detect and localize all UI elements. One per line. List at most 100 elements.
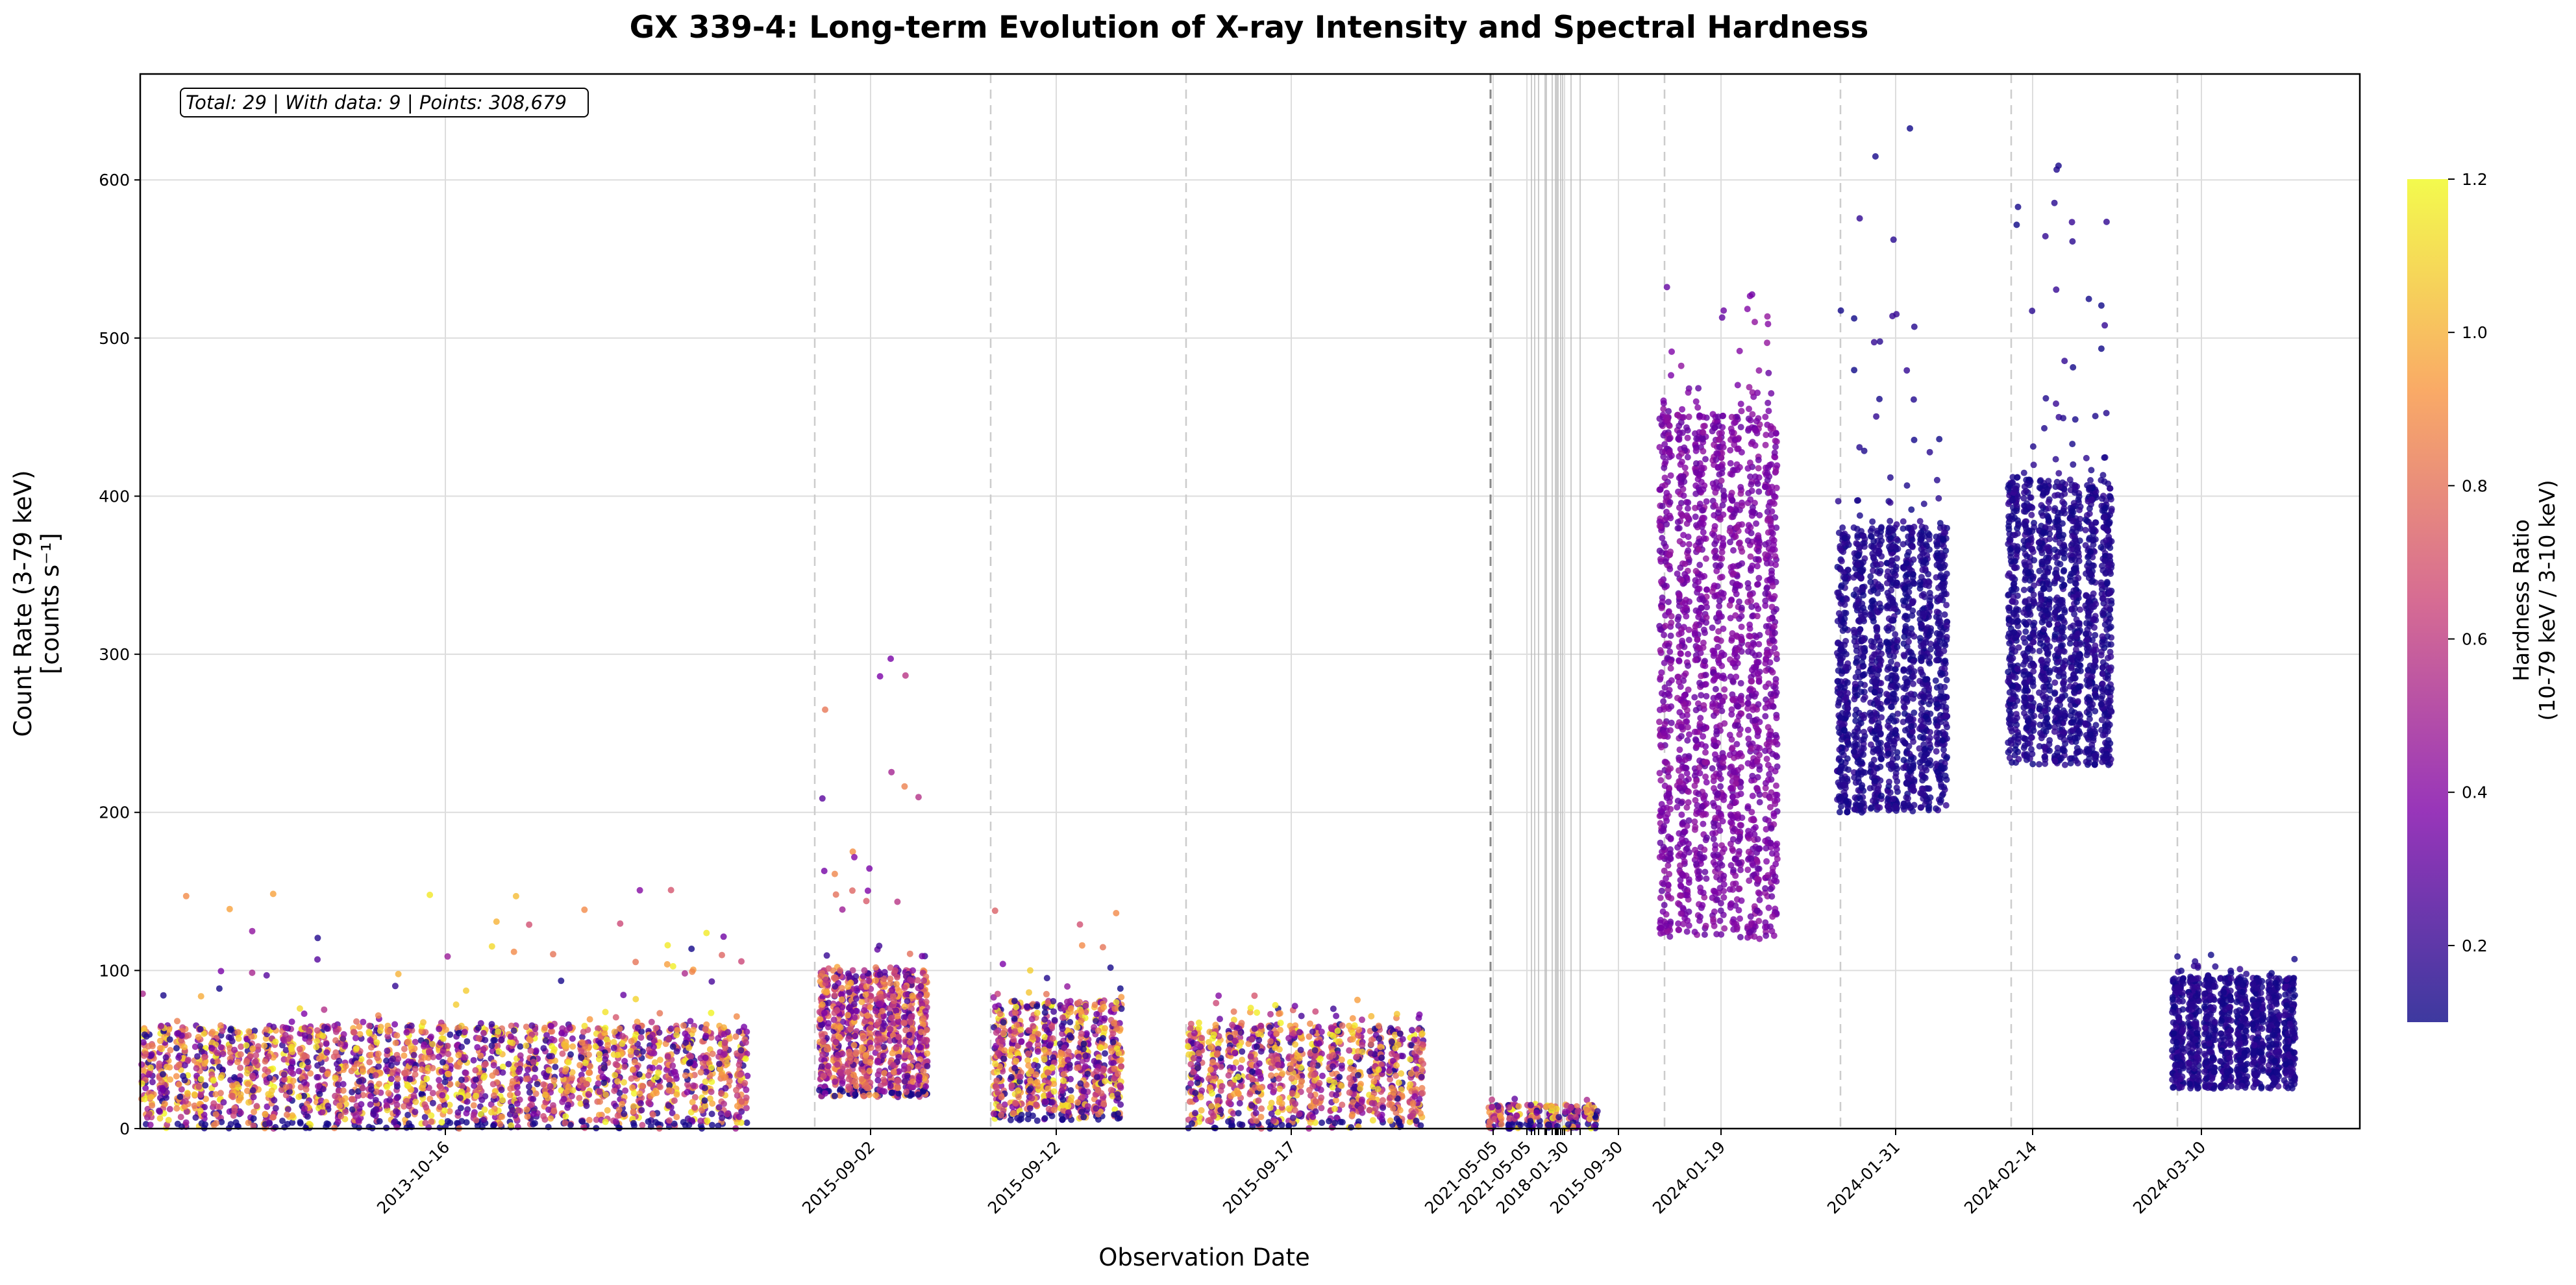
data-point xyxy=(261,1042,268,1049)
data-point xyxy=(139,990,146,997)
data-point xyxy=(617,920,624,927)
data-point xyxy=(1041,1098,1048,1105)
data-point xyxy=(314,935,321,942)
data-point xyxy=(386,1027,393,1034)
data-point xyxy=(636,887,643,894)
data-point xyxy=(682,1072,689,1079)
data-point xyxy=(406,1075,414,1083)
data-point xyxy=(708,1110,715,1118)
data-point xyxy=(178,1036,185,1044)
data-point xyxy=(1247,1053,1254,1060)
data-point xyxy=(733,1013,740,1020)
data-point xyxy=(915,794,922,801)
data-point xyxy=(736,1113,743,1120)
data-point xyxy=(585,1070,592,1076)
data-point xyxy=(470,1102,477,1109)
data-point xyxy=(319,1066,326,1073)
data-point xyxy=(819,1033,826,1040)
data-point xyxy=(1319,1072,1326,1079)
data-point xyxy=(1064,983,1071,990)
data-point xyxy=(226,905,233,912)
data-point xyxy=(159,1071,166,1078)
data-point xyxy=(436,1025,443,1033)
data-point xyxy=(1059,1102,1067,1109)
data-point xyxy=(351,1065,358,1072)
data-point xyxy=(473,1092,480,1099)
data-point xyxy=(421,1041,428,1048)
data-point xyxy=(1027,1085,1034,1092)
data-point xyxy=(1008,1073,1015,1081)
data-point xyxy=(306,1038,313,1046)
data-point xyxy=(579,1118,586,1125)
data-point xyxy=(495,1048,502,1055)
data-point xyxy=(238,1043,245,1050)
data-point xyxy=(1298,1012,1305,1020)
data-point xyxy=(1015,1087,1022,1094)
data-point xyxy=(907,1039,914,1046)
data-point xyxy=(166,1036,173,1043)
data-point xyxy=(877,994,884,1001)
data-point xyxy=(578,1039,586,1046)
scatter-points xyxy=(138,125,2299,1132)
data-point xyxy=(627,1047,634,1055)
data-point xyxy=(1034,1048,1041,1055)
data-point xyxy=(1111,1005,1119,1012)
data-point xyxy=(742,1039,749,1046)
data-point xyxy=(288,1043,295,1050)
data-point xyxy=(323,1120,330,1127)
data-point xyxy=(406,1103,412,1110)
data-point xyxy=(852,1079,859,1085)
data-point xyxy=(1041,1034,1048,1040)
data-point xyxy=(718,1090,724,1097)
data-point xyxy=(247,1065,254,1072)
data-point xyxy=(209,1039,216,1046)
data-point xyxy=(1285,1034,1293,1042)
data-point xyxy=(1017,1073,1024,1081)
data-point xyxy=(858,998,865,1005)
data-point xyxy=(412,1098,419,1105)
data-point xyxy=(1093,1018,1099,1025)
data-point xyxy=(1041,1023,1048,1030)
data-point xyxy=(525,1066,532,1073)
data-point xyxy=(724,1060,731,1068)
data-point xyxy=(867,1044,874,1051)
data-point xyxy=(1000,1029,1007,1036)
data-point xyxy=(1206,1084,1213,1091)
data-point xyxy=(547,1083,554,1090)
data-point xyxy=(666,1117,673,1124)
data-point xyxy=(902,672,909,679)
data-point xyxy=(649,1064,656,1071)
data-point xyxy=(818,1063,825,1070)
data-point xyxy=(1187,1060,1195,1068)
data-point xyxy=(1278,1121,1285,1129)
data-point xyxy=(458,1076,465,1083)
data-point xyxy=(632,996,639,1003)
data-point xyxy=(1102,1025,1108,1032)
data-point xyxy=(582,1099,589,1106)
data-point xyxy=(375,1012,382,1019)
data-point xyxy=(737,1047,745,1054)
data-point xyxy=(581,1022,588,1029)
data-point xyxy=(721,1051,728,1058)
data-point xyxy=(1253,1043,1260,1050)
data-point xyxy=(184,1057,192,1064)
data-point xyxy=(401,1052,408,1059)
data-point xyxy=(862,1057,869,1064)
data-point xyxy=(245,1028,253,1035)
data-point xyxy=(262,1111,269,1118)
data-point xyxy=(847,1054,854,1061)
data-point xyxy=(1075,1053,1082,1060)
data-point xyxy=(601,1030,608,1037)
data-point xyxy=(549,1053,555,1060)
data-point xyxy=(301,1010,308,1017)
data-point xyxy=(418,1066,425,1073)
data-point xyxy=(881,1088,888,1095)
data-point xyxy=(876,971,884,978)
data-point xyxy=(569,1043,576,1050)
data-point xyxy=(270,1023,277,1031)
data-point xyxy=(197,993,204,1000)
data-point xyxy=(904,1072,911,1079)
data-point xyxy=(1065,1048,1072,1055)
data-point xyxy=(523,1075,530,1083)
data-point xyxy=(923,1083,930,1090)
